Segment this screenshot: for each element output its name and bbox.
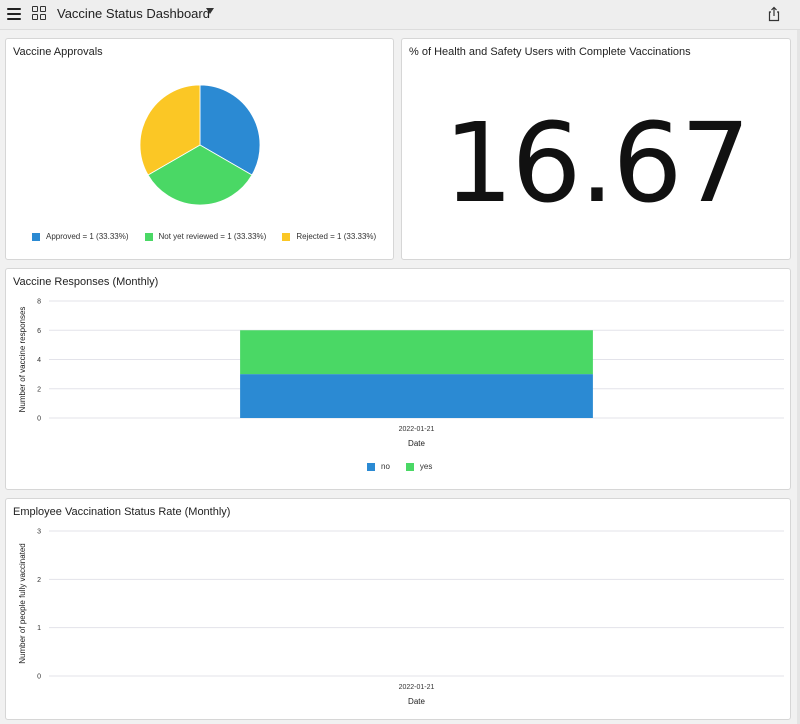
y-tick-label: 0 xyxy=(37,416,41,423)
legend-swatch xyxy=(144,232,153,241)
legend-swatch xyxy=(32,232,40,241)
top-bar: Vaccine Status Dashboard xyxy=(0,0,800,30)
x-tick-label: 2022-01-21 xyxy=(399,426,435,433)
x-axis-label: Date xyxy=(408,697,425,706)
y-tick-label: 4 xyxy=(37,357,41,364)
vaccination-rate-chart: 0 1 2 3 Number of people fully vaccinated 202… xyxy=(18,529,784,706)
legend-swatch xyxy=(405,462,414,471)
y-tick-label: 6 xyxy=(37,328,41,335)
legend-label: Rejected = 1 (33.33%) xyxy=(296,232,377,241)
y-axis-label: Number of vaccine responses xyxy=(18,307,27,413)
metric-value: 16.67 xyxy=(443,99,751,227)
card-title: Vaccine Responses (Monthly) xyxy=(13,276,159,288)
y-tick-label: 1 xyxy=(37,625,41,632)
responses-legend-item[interactable]: no xyxy=(367,462,390,471)
pie-slice-approved[interactable] xyxy=(199,84,261,176)
approvals-legend: Approved = 1 (33.33%) Not yet reviewed = … xyxy=(32,232,376,241)
grid-icon[interactable] xyxy=(32,6,47,21)
scrollbar[interactable] xyxy=(797,30,800,724)
card-title: Vaccine Approvals xyxy=(13,46,103,58)
approvals-legend-item[interactable]: Not yet reviewed = 1 (33.33%) xyxy=(144,232,267,241)
legend-label: Not yet reviewed = 1 (33.33%) xyxy=(158,232,267,241)
approvals-legend-item[interactable]: Approved = 1 (33.33%) xyxy=(32,232,129,241)
legend-label: no xyxy=(381,462,390,471)
share-icon[interactable] xyxy=(766,6,782,22)
x-axis-label: Date xyxy=(408,439,425,448)
approvals-pie-chart xyxy=(139,84,261,206)
vaccination-metric-card: % of Health and Safety Users with Comple… xyxy=(401,38,791,260)
legend-swatch xyxy=(282,232,291,241)
y-tick-label: 2 xyxy=(37,386,41,393)
vaccination-rate-card: Employee Vaccination Status Rate (Monthl… xyxy=(5,498,791,720)
vaccine-approvals-card: Vaccine Approvals Approved = 1 (33.33%) N… xyxy=(5,38,394,260)
y-tick-label: 8 xyxy=(37,299,41,306)
y-tick-label: 2 xyxy=(37,577,41,584)
y-tick-label: 0 xyxy=(37,674,41,681)
legend-label: Approved = 1 (33.33%) xyxy=(46,232,129,241)
vaccine-responses-card: Vaccine Responses (Monthly) 0 2 4 6 8 Number … xyxy=(5,268,791,490)
dashboard-title: Vaccine Status Dashboard xyxy=(57,6,210,21)
x-tick-label: 2022-01-21 xyxy=(399,684,435,691)
y-tick-label: 3 xyxy=(37,529,41,536)
responses-legend: no yes xyxy=(367,462,432,471)
legend-swatch xyxy=(367,462,375,471)
bar-yes[interactable] xyxy=(240,330,593,375)
hamburger-icon[interactable] xyxy=(7,8,21,20)
legend-label: yes xyxy=(419,462,433,471)
approvals-legend-item[interactable]: Rejected = 1 (33.33%) xyxy=(282,232,376,241)
bar-no[interactable] xyxy=(240,374,593,418)
responses-legend-item[interactable]: yes xyxy=(405,462,433,471)
card-title: Employee Vaccination Status Rate (Monthl… xyxy=(13,506,231,518)
caret-down-icon[interactable] xyxy=(206,8,214,14)
y-axis-label: Number of people fully vaccinated xyxy=(18,543,27,664)
responses-bar-chart: 0 2 4 6 8 Number of vaccine responses 2022-01-… xyxy=(18,299,784,448)
card-title: % of Health and Safety Users with Comple… xyxy=(409,46,691,58)
pie-slice-rejected[interactable] xyxy=(139,84,201,176)
